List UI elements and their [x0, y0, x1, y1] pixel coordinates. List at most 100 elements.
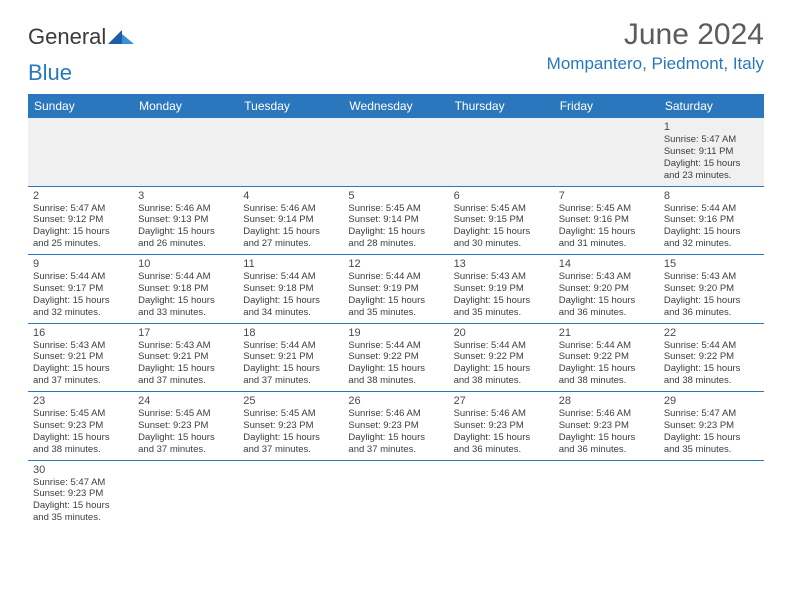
day-line: Sunrise: 5:43 AM	[559, 271, 654, 283]
day-number: 6	[454, 190, 549, 202]
day-line: Sunset: 9:23 PM	[348, 420, 443, 432]
day-line: and 37 minutes.	[243, 444, 338, 456]
day-cell: 13Sunrise: 5:43 AMSunset: 9:19 PMDayligh…	[449, 255, 554, 323]
day-line: Sunset: 9:21 PM	[138, 351, 233, 363]
day-line: Daylight: 15 hours	[33, 500, 128, 512]
header: GeneralBlue June 2024 Mompantero, Piedmo…	[28, 18, 764, 86]
day-line: Sunset: 9:20 PM	[559, 283, 654, 295]
calendar-cell	[343, 460, 448, 528]
day-number: 3	[138, 190, 233, 202]
day-cell: 4Sunrise: 5:46 AMSunset: 9:14 PMDaylight…	[238, 187, 343, 255]
day-line: and 32 minutes.	[664, 238, 759, 250]
day-cell: 5Sunrise: 5:45 AMSunset: 9:14 PMDaylight…	[343, 187, 448, 255]
day-cell: 21Sunrise: 5:44 AMSunset: 9:22 PMDayligh…	[554, 324, 659, 392]
day-line: and 36 minutes.	[559, 444, 654, 456]
calendar-cell: 1Sunrise: 5:47 AMSunset: 9:11 PMDaylight…	[659, 118, 764, 186]
calendar-row: 16Sunrise: 5:43 AMSunset: 9:21 PMDayligh…	[28, 323, 764, 392]
day-cell: 29Sunrise: 5:47 AMSunset: 9:23 PMDayligh…	[659, 392, 764, 460]
day-line: Daylight: 15 hours	[243, 432, 338, 444]
calendar-cell: 12Sunrise: 5:44 AMSunset: 9:19 PMDayligh…	[343, 255, 448, 324]
day-cell: 16Sunrise: 5:43 AMSunset: 9:21 PMDayligh…	[28, 324, 133, 392]
day-line: and 38 minutes.	[454, 375, 549, 387]
day-line: Daylight: 15 hours	[348, 363, 443, 375]
day-line: Daylight: 15 hours	[33, 295, 128, 307]
day-line: Sunset: 9:11 PM	[664, 146, 759, 158]
day-line: Sunset: 9:23 PM	[33, 420, 128, 432]
calendar-cell: 27Sunrise: 5:46 AMSunset: 9:23 PMDayligh…	[449, 392, 554, 461]
day-line: Sunrise: 5:44 AM	[348, 340, 443, 352]
day-line: and 35 minutes.	[664, 444, 759, 456]
day-line: and 31 minutes.	[559, 238, 654, 250]
day-cell: 10Sunrise: 5:44 AMSunset: 9:18 PMDayligh…	[133, 255, 238, 323]
calendar-cell: 11Sunrise: 5:44 AMSunset: 9:18 PMDayligh…	[238, 255, 343, 324]
day-line: Sunset: 9:22 PM	[348, 351, 443, 363]
day-line: Daylight: 15 hours	[33, 432, 128, 444]
day-line: Daylight: 15 hours	[664, 158, 759, 170]
calendar-cell	[449, 460, 554, 528]
day-line: Sunset: 9:22 PM	[454, 351, 549, 363]
day-line: Sunrise: 5:45 AM	[559, 203, 654, 215]
day-line: Daylight: 15 hours	[138, 363, 233, 375]
day-line: and 23 minutes.	[664, 170, 759, 182]
calendar-cell	[133, 118, 238, 186]
day-header: Monday	[133, 94, 238, 118]
day-line: and 27 minutes.	[243, 238, 338, 250]
calendar-cell	[238, 118, 343, 186]
calendar-row: 1Sunrise: 5:47 AMSunset: 9:11 PMDaylight…	[28, 118, 764, 186]
day-line: Sunset: 9:23 PM	[559, 420, 654, 432]
day-cell: 20Sunrise: 5:44 AMSunset: 9:22 PMDayligh…	[449, 324, 554, 392]
day-number: 19	[348, 327, 443, 339]
day-line: Sunrise: 5:44 AM	[454, 340, 549, 352]
calendar-cell: 10Sunrise: 5:44 AMSunset: 9:18 PMDayligh…	[133, 255, 238, 324]
location: Mompantero, Piedmont, Italy	[547, 54, 764, 74]
day-line: Daylight: 15 hours	[559, 363, 654, 375]
calendar-row: 23Sunrise: 5:45 AMSunset: 9:23 PMDayligh…	[28, 392, 764, 461]
day-cell: 2Sunrise: 5:47 AMSunset: 9:12 PMDaylight…	[28, 187, 133, 255]
calendar-cell: 3Sunrise: 5:46 AMSunset: 9:13 PMDaylight…	[133, 186, 238, 255]
calendar-cell	[554, 118, 659, 186]
day-cell: 19Sunrise: 5:44 AMSunset: 9:22 PMDayligh…	[343, 324, 448, 392]
day-line: Sunset: 9:20 PM	[664, 283, 759, 295]
logo-text: GeneralBlue	[28, 24, 134, 86]
day-line: Sunrise: 5:44 AM	[664, 340, 759, 352]
calendar-cell	[28, 118, 133, 186]
day-number: 10	[138, 258, 233, 270]
day-number: 27	[454, 395, 549, 407]
day-cell: 27Sunrise: 5:46 AMSunset: 9:23 PMDayligh…	[449, 392, 554, 460]
day-number: 12	[348, 258, 443, 270]
day-number: 2	[33, 190, 128, 202]
day-line: Daylight: 15 hours	[348, 432, 443, 444]
day-number: 8	[664, 190, 759, 202]
day-line: Sunrise: 5:44 AM	[348, 271, 443, 283]
day-cell: 17Sunrise: 5:43 AMSunset: 9:21 PMDayligh…	[133, 324, 238, 392]
day-line: Sunrise: 5:46 AM	[243, 203, 338, 215]
calendar-cell: 6Sunrise: 5:45 AMSunset: 9:15 PMDaylight…	[449, 186, 554, 255]
day-number: 22	[664, 327, 759, 339]
calendar-cell	[343, 118, 448, 186]
day-line: Sunrise: 5:43 AM	[454, 271, 549, 283]
day-line: Sunrise: 5:47 AM	[664, 408, 759, 420]
day-line: Daylight: 15 hours	[454, 226, 549, 238]
calendar-cell: 20Sunrise: 5:44 AMSunset: 9:22 PMDayligh…	[449, 323, 554, 392]
day-line: and 38 minutes.	[559, 375, 654, 387]
calendar-cell: 25Sunrise: 5:45 AMSunset: 9:23 PMDayligh…	[238, 392, 343, 461]
day-cell: 25Sunrise: 5:45 AMSunset: 9:23 PMDayligh…	[238, 392, 343, 460]
day-line: Sunset: 9:23 PM	[33, 488, 128, 500]
day-line: and 37 minutes.	[348, 444, 443, 456]
day-line: Sunset: 9:22 PM	[559, 351, 654, 363]
day-line: and 38 minutes.	[664, 375, 759, 387]
day-number: 13	[454, 258, 549, 270]
day-line: Daylight: 15 hours	[559, 432, 654, 444]
day-line: Sunset: 9:23 PM	[454, 420, 549, 432]
day-header: Friday	[554, 94, 659, 118]
day-line: Sunset: 9:19 PM	[348, 283, 443, 295]
day-number: 23	[33, 395, 128, 407]
day-line: Sunset: 9:16 PM	[664, 214, 759, 226]
calendar-cell: 7Sunrise: 5:45 AMSunset: 9:16 PMDaylight…	[554, 186, 659, 255]
day-line: Sunset: 9:22 PM	[664, 351, 759, 363]
day-line: Sunrise: 5:47 AM	[33, 477, 128, 489]
calendar-cell: 2Sunrise: 5:47 AMSunset: 9:12 PMDaylight…	[28, 186, 133, 255]
day-line: and 38 minutes.	[348, 375, 443, 387]
day-cell: 8Sunrise: 5:44 AMSunset: 9:16 PMDaylight…	[659, 187, 764, 255]
day-cell: 23Sunrise: 5:45 AMSunset: 9:23 PMDayligh…	[28, 392, 133, 460]
